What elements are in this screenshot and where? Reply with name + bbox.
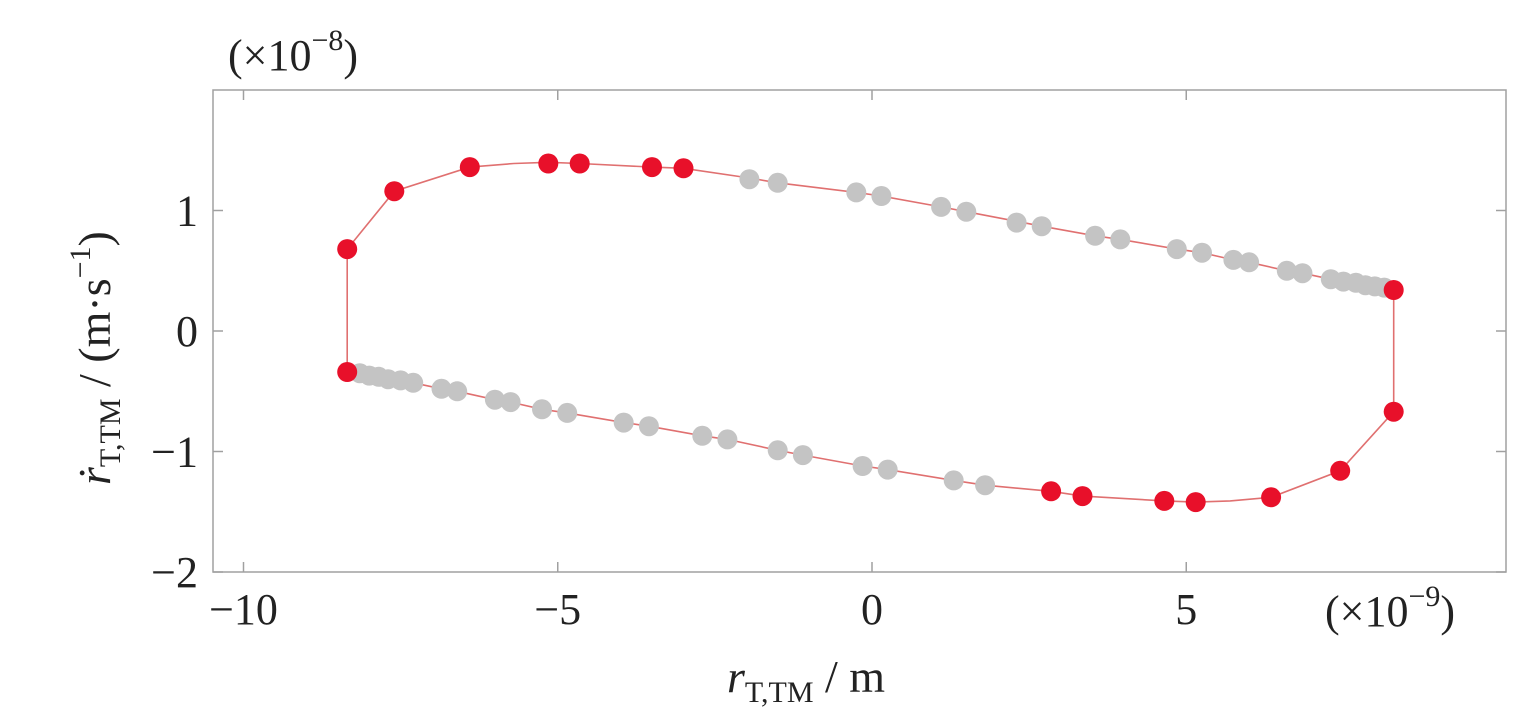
gray-data-point bbox=[871, 186, 892, 206]
gray-data-point bbox=[447, 381, 468, 402]
red-data-point bbox=[459, 157, 480, 178]
x-multiplier-label: (×10−9) bbox=[1325, 580, 1455, 636]
plot-frame bbox=[212, 89, 1507, 573]
red-data-point bbox=[384, 181, 405, 202]
gray-data-point bbox=[931, 196, 952, 217]
gray-data-point bbox=[1166, 239, 1187, 260]
gray-data-point bbox=[956, 201, 977, 222]
trajectory-line bbox=[346, 161, 1395, 503]
red-data-point bbox=[673, 158, 694, 179]
y-axis-title: ṙT,TM / (m·s−1) bbox=[64, 231, 127, 485]
y-tick-label: −1 bbox=[151, 428, 198, 477]
red-data-point bbox=[1185, 492, 1206, 513]
x-tick-label: −5 bbox=[534, 585, 581, 634]
x-tick-label: 0 bbox=[861, 585, 883, 634]
gray-data-point bbox=[1110, 229, 1131, 250]
gray-data-point bbox=[532, 399, 552, 420]
gray-data-point bbox=[1292, 263, 1313, 284]
gray-data-point bbox=[1006, 212, 1027, 233]
gray-data-point bbox=[500, 392, 521, 413]
y-tick-label: 0 bbox=[176, 307, 198, 356]
gray-data-point bbox=[1085, 225, 1106, 246]
red-data-point bbox=[1383, 280, 1404, 300]
gray-data-point bbox=[877, 459, 898, 480]
trajectory-curve bbox=[346, 161, 1395, 503]
red-data-point bbox=[1072, 486, 1093, 507]
x-tick-label: −10 bbox=[209, 585, 278, 634]
gray-data-point bbox=[846, 182, 867, 203]
x-tick-label: 5 bbox=[1175, 585, 1197, 634]
gray-data-point bbox=[792, 445, 813, 466]
y-tick-label: −2 bbox=[151, 548, 198, 597]
gray-data-point bbox=[1239, 252, 1260, 273]
gray-data-point bbox=[692, 425, 713, 446]
gray-data-point bbox=[431, 378, 452, 399]
red-data-point bbox=[1154, 490, 1175, 511]
gray-data-point bbox=[767, 440, 788, 461]
red-data-point bbox=[337, 362, 358, 382]
red-data-point bbox=[1330, 460, 1351, 481]
axis-labels: −10 −5 0 5−2−101 bbox=[151, 187, 1197, 635]
y-tick-label: 1 bbox=[176, 187, 198, 236]
gray-data-point bbox=[943, 470, 964, 491]
gray-data-point bbox=[557, 402, 578, 423]
gray-data-point bbox=[1192, 242, 1212, 263]
x-axis-title: rT,TM / m bbox=[727, 651, 885, 709]
gray-data-point bbox=[767, 172, 788, 193]
gray-data-point bbox=[484, 389, 505, 410]
red-data-point bbox=[1383, 401, 1404, 422]
gray-data-point bbox=[1031, 216, 1052, 237]
gray-data-point bbox=[1223, 249, 1244, 270]
data-points bbox=[337, 153, 1404, 513]
gray-data-point bbox=[403, 372, 424, 393]
gray-data-point bbox=[739, 169, 760, 190]
gray-data-point bbox=[717, 429, 738, 450]
y-multiplier-label: (×10−8) bbox=[228, 24, 358, 80]
red-data-point bbox=[538, 153, 559, 174]
red-data-point bbox=[337, 239, 358, 260]
gray-data-point bbox=[638, 416, 659, 437]
red-data-point bbox=[569, 153, 590, 174]
red-data-point bbox=[1041, 481, 1062, 502]
red-data-point bbox=[642, 157, 662, 178]
axis-ticks bbox=[213, 90, 1506, 573]
gray-data-point bbox=[1276, 260, 1297, 281]
red-data-point bbox=[1261, 487, 1282, 508]
gray-data-point bbox=[852, 456, 873, 476]
gray-data-point bbox=[613, 412, 634, 433]
gray-data-point bbox=[975, 475, 996, 496]
